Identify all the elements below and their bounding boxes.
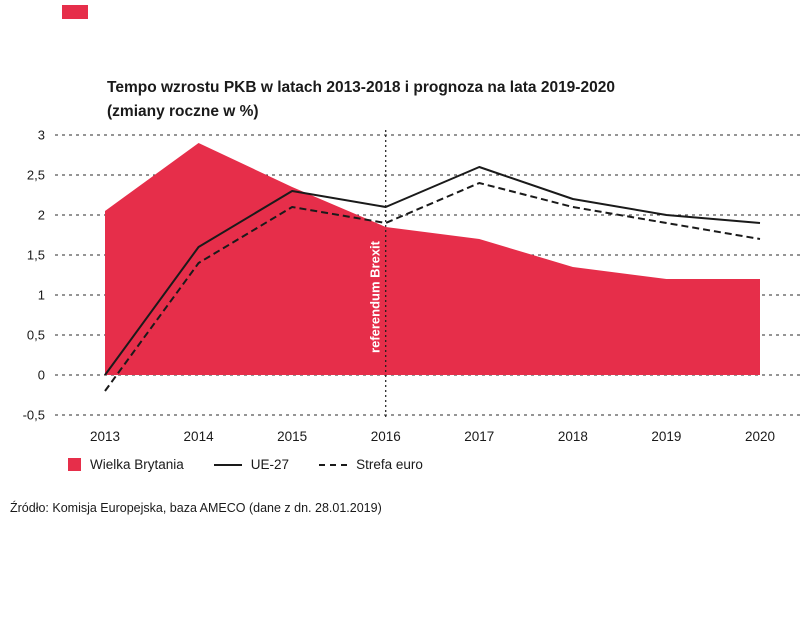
svg-text:2013: 2013 [90, 429, 120, 444]
chart-legend: Wielka Brytania UE-27 Strefa euro [68, 457, 423, 472]
legend-item-strefa-euro: Strefa euro [319, 457, 423, 472]
svg-text:1: 1 [38, 288, 45, 303]
svg-text:2016: 2016 [371, 429, 401, 444]
area-swatch-icon [68, 458, 81, 471]
chart-subtitle: (zmiany roczne w %) [107, 103, 259, 120]
legend-label: Wielka Brytania [90, 457, 184, 472]
svg-text:2019: 2019 [651, 429, 681, 444]
logo-mark [62, 5, 88, 19]
legend-item-wielka-brytania: Wielka Brytania [68, 457, 184, 472]
chart-title-block: Tempo wzrostu PKB w latach 2013-2018 i p… [107, 76, 615, 124]
svg-text:0: 0 [38, 368, 45, 383]
svg-text:3: 3 [38, 128, 45, 143]
svg-text:-0,5: -0,5 [23, 408, 45, 423]
svg-text:2014: 2014 [184, 429, 215, 444]
svg-text:2018: 2018 [558, 429, 588, 444]
legend-item-ue-27: UE-27 [213, 457, 290, 472]
source-note: Źródło: Komisja Europejska, baza AMECO (… [10, 501, 382, 515]
svg-text:2,5: 2,5 [27, 168, 45, 183]
dashed-line-swatch-icon [319, 463, 348, 466]
svg-text:1,5: 1,5 [27, 248, 45, 263]
chart-title: Tempo wzrostu PKB w latach 2013-2018 i p… [107, 79, 615, 96]
svg-text:2: 2 [38, 208, 45, 223]
svg-text:referendum Brexit: referendum Brexit [368, 240, 383, 353]
legend-label: Strefa euro [356, 457, 423, 472]
solid-line-swatch-icon [213, 463, 242, 466]
svg-text:2020: 2020 [745, 429, 775, 444]
legend-label: UE-27 [250, 457, 290, 472]
svg-text:2015: 2015 [277, 429, 307, 444]
svg-text:2017: 2017 [464, 429, 494, 444]
svg-text:0,5: 0,5 [27, 328, 45, 343]
